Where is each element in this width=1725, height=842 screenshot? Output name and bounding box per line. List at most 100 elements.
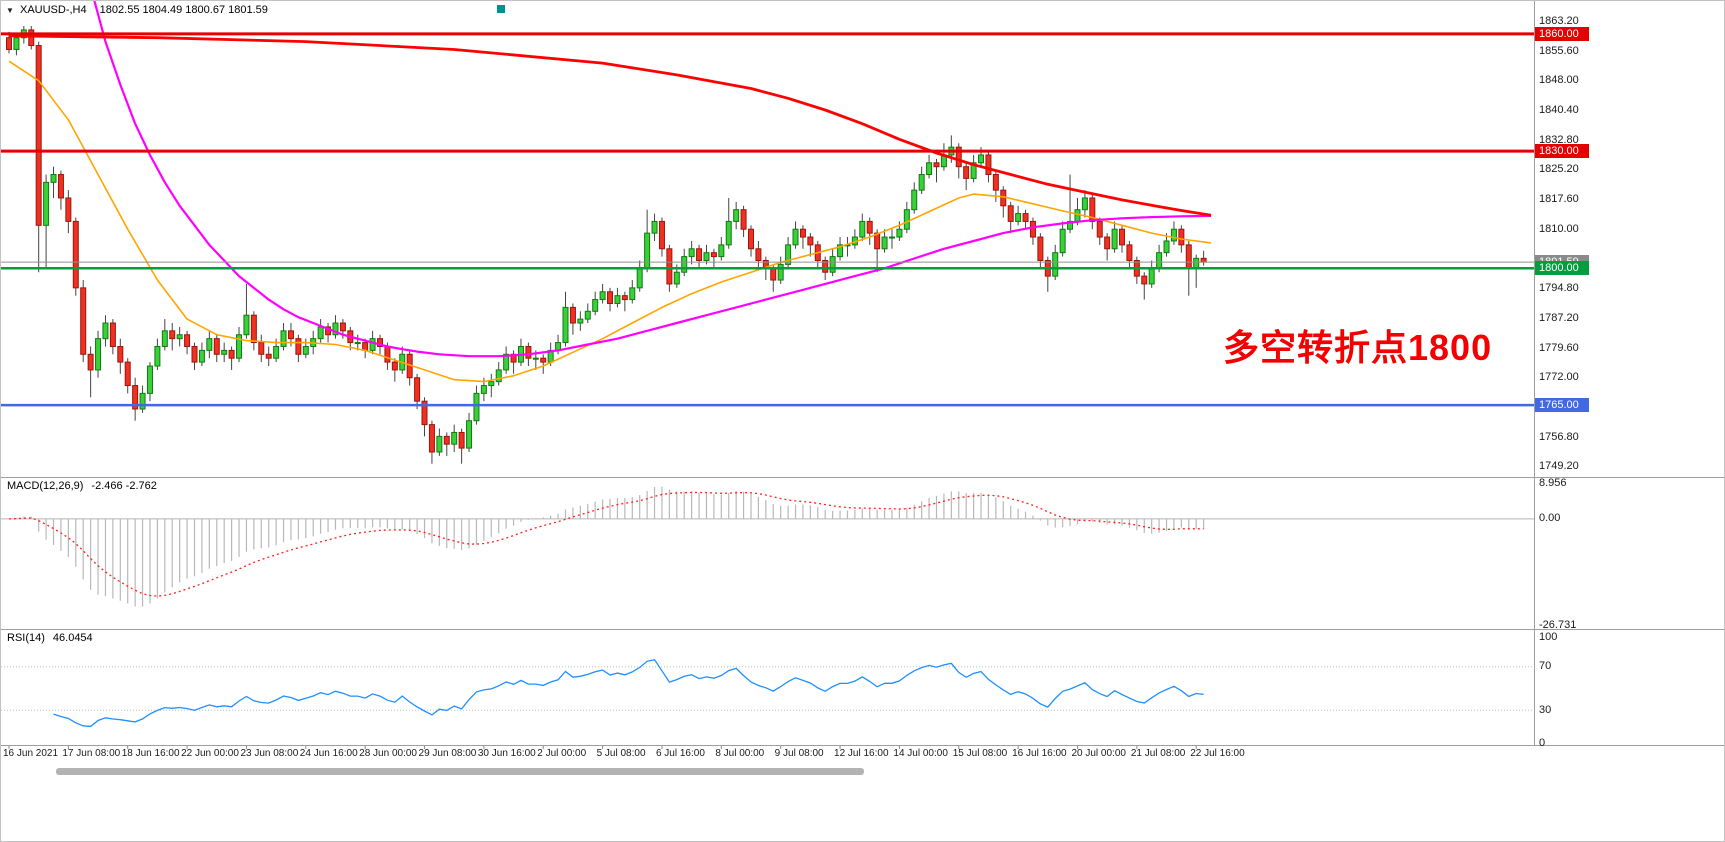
price-tick-label: 1863.20: [1539, 14, 1579, 27]
ma-fast-orange-line: [8, 60, 1212, 383]
symbol-marker-icon: ▼: [6, 6, 14, 15]
candle: [428, 420, 435, 464]
macd-values: -2.466 -2.762: [91, 480, 157, 492]
candle: [1141, 272, 1148, 300]
candle: [325, 323, 332, 343]
candle: [258, 334, 265, 363]
candle: [169, 323, 176, 351]
macd-axis-label: 8.956: [1539, 476, 1567, 489]
candle: [414, 373, 421, 409]
candle: [510, 350, 517, 374]
candle: [1022, 209, 1029, 230]
rsi-line: [53, 658, 1204, 728]
candle: [1067, 174, 1074, 234]
price-tick-label: 1817.60: [1539, 193, 1579, 205]
candle: [651, 213, 658, 241]
time-axis-label: 9 Jul 08:00: [774, 748, 824, 759]
candle: [1037, 233, 1044, 269]
rsi-panel-label: RSI(14) 46.0454: [7, 632, 93, 644]
candle: [332, 315, 339, 339]
candle: [799, 225, 806, 249]
candle: [265, 346, 272, 367]
candle: [421, 397, 428, 437]
candle: [718, 237, 725, 261]
candle: [903, 201, 910, 234]
macd-axis-label: -26.731: [1539, 619, 1577, 632]
candle: [859, 213, 866, 241]
candle: [295, 334, 302, 363]
price-tick-label: 1848.00: [1539, 74, 1579, 87]
candle: [13, 33, 20, 56]
time-axis-label: 5 Jul 08:00: [596, 748, 646, 759]
chart-object-marker: [497, 5, 505, 13]
time-axis-label: 12 Jul 16:00: [834, 748, 889, 759]
candle: [443, 432, 450, 456]
rsi-axis-label: 100: [1539, 631, 1558, 643]
candle: [354, 334, 361, 351]
candle: [6, 31, 12, 54]
horizontal-scrollbar-thumb[interactable]: [56, 768, 864, 775]
candle: [614, 287, 621, 308]
price-tick-label: 1855.60: [1539, 44, 1579, 57]
candle: [777, 256, 784, 284]
candle: [1029, 217, 1036, 245]
candle: [1081, 190, 1088, 218]
candle: [703, 244, 710, 265]
macd-name: MACD(12,26,9): [7, 480, 84, 492]
price-tick-label: 1810.00: [1539, 222, 1579, 235]
price-tick-label: 1749.20: [1539, 460, 1579, 473]
candle: [184, 330, 191, 355]
candle: [540, 354, 547, 374]
time-axis-label: 20 Jul 00:00: [1071, 748, 1126, 759]
ohlc-values: 1802.55 1804.49 1800.67 1801.59: [99, 4, 268, 16]
candle: [302, 338, 309, 359]
time-axis-label: 29 Jun 08:00: [418, 748, 477, 759]
price-tick-label: 1825.20: [1539, 163, 1579, 176]
macd-panel-label: MACD(12,26,9) -2.466 -2.762: [7, 480, 157, 492]
candle: [1163, 233, 1170, 257]
candle: [517, 338, 524, 367]
candle: [139, 385, 146, 413]
candle: [406, 350, 413, 386]
time-axis-label: 23 Jun 08:00: [240, 748, 299, 759]
price-tick-label: 1756.80: [1539, 430, 1579, 443]
symbol-period-label[interactable]: XAUUSD-,H4: [19, 4, 87, 16]
ma-mid-magenta-line: [93, 1, 1212, 358]
candle: [458, 428, 465, 464]
candle: [1015, 205, 1022, 226]
candle: [629, 280, 636, 304]
candle: [963, 162, 970, 191]
candle: [451, 424, 458, 452]
candle: [725, 197, 732, 249]
candle: [621, 291, 628, 312]
candle: [1170, 221, 1177, 245]
candle: [317, 319, 324, 343]
candle: [933, 158, 940, 183]
candle: [1104, 233, 1111, 261]
candle: [926, 154, 933, 179]
candle: [562, 291, 569, 347]
candle: [146, 362, 153, 402]
candle: [488, 373, 495, 398]
candle: [124, 358, 131, 394]
candle: [785, 237, 792, 269]
time-axis-label: 28 Jun 00:00: [359, 748, 417, 759]
pivot-annotation-text: 多空转折点1800: [1223, 327, 1493, 368]
time-axis-label: 16 Jun 2021: [3, 748, 59, 759]
candle: [80, 280, 87, 363]
candle: [503, 346, 510, 374]
candle: [43, 174, 50, 269]
time-axis-label: 15 Jul 08:00: [952, 748, 1008, 759]
candle: [792, 221, 799, 249]
candle: [117, 338, 124, 374]
candle: [874, 229, 881, 273]
time-axis-label: 6 Jul 16:00: [655, 748, 705, 759]
time-axis-label: 18 Jun 16:00: [121, 748, 180, 759]
candle: [710, 248, 717, 269]
price-tick-label: 1787.20: [1539, 311, 1579, 324]
time-axis-label: 22 Jul 16:00: [1190, 748, 1245, 759]
candle: [176, 326, 183, 347]
candle: [911, 182, 918, 214]
candle: [807, 233, 814, 257]
